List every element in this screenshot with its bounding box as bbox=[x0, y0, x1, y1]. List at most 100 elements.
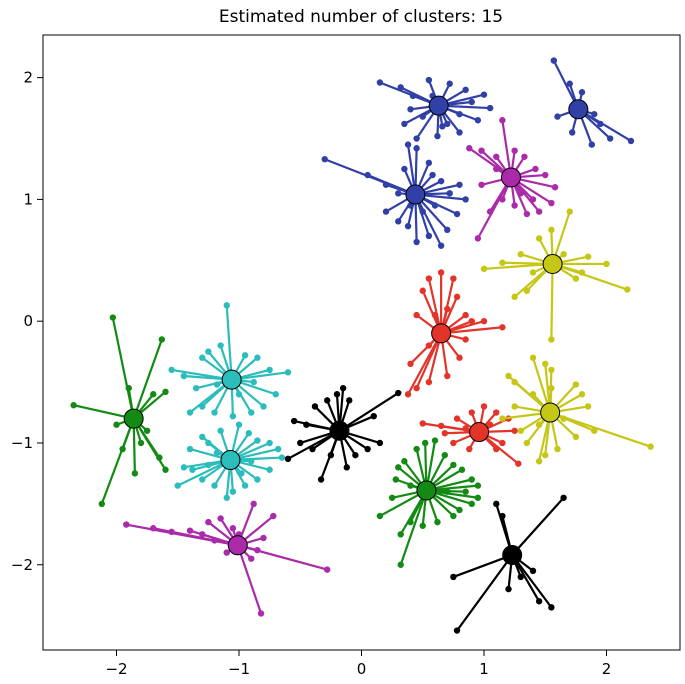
data-point bbox=[478, 147, 485, 154]
data-point bbox=[486, 104, 494, 112]
cluster-13 bbox=[376, 437, 482, 568]
cluster-center bbox=[540, 402, 561, 423]
data-point bbox=[624, 286, 631, 293]
data-point bbox=[627, 137, 635, 145]
data-point bbox=[174, 482, 181, 489]
data-point bbox=[480, 91, 488, 98]
cluster-4 bbox=[466, 117, 559, 242]
data-point bbox=[523, 210, 531, 218]
data-point bbox=[70, 402, 77, 409]
cluster-3 bbox=[321, 141, 469, 249]
data-point bbox=[456, 354, 463, 361]
x-tick-label: 0 bbox=[357, 660, 367, 678]
data-point bbox=[150, 525, 157, 532]
cluster-6 bbox=[404, 269, 506, 398]
data-point bbox=[548, 384, 555, 392]
data-point bbox=[554, 113, 561, 120]
data-point bbox=[324, 566, 331, 573]
data-point bbox=[535, 598, 543, 605]
x-tick-label: 1 bbox=[479, 660, 489, 678]
data-point bbox=[205, 461, 212, 469]
cluster-center bbox=[469, 422, 490, 443]
data-point bbox=[493, 153, 500, 160]
data-point bbox=[584, 403, 592, 410]
data-point bbox=[205, 518, 212, 526]
data-point bbox=[266, 466, 273, 473]
data-point bbox=[578, 89, 586, 96]
data-point bbox=[517, 251, 524, 258]
cluster-spoke bbox=[407, 332, 443, 395]
data-point bbox=[499, 259, 506, 266]
data-point bbox=[505, 585, 512, 593]
data-point bbox=[566, 208, 573, 215]
data-point bbox=[453, 293, 461, 301]
data-point bbox=[550, 57, 558, 64]
cluster-spoke bbox=[100, 418, 135, 505]
data-point bbox=[529, 354, 537, 361]
data-point bbox=[180, 372, 188, 380]
data-point bbox=[466, 445, 473, 453]
data-point bbox=[453, 210, 461, 218]
data-point bbox=[192, 384, 200, 392]
data-point bbox=[168, 528, 175, 536]
data-point bbox=[395, 389, 402, 397]
data-point bbox=[223, 549, 230, 556]
cluster-spoke bbox=[399, 490, 428, 566]
data-point bbox=[143, 427, 151, 434]
x-axis: −2 −1 0 1 2 bbox=[105, 650, 611, 678]
data-point bbox=[137, 439, 145, 447]
data-point bbox=[437, 422, 445, 430]
y-tick-label: 1 bbox=[23, 190, 33, 208]
data-point bbox=[413, 311, 420, 319]
data-point bbox=[588, 141, 595, 148]
data-point bbox=[229, 412, 237, 420]
data-point bbox=[150, 391, 157, 398]
data-point bbox=[189, 466, 196, 473]
data-point bbox=[217, 515, 224, 522]
cluster-15 bbox=[450, 494, 567, 634]
data-point bbox=[245, 430, 252, 437]
cluster-14 bbox=[123, 500, 331, 617]
data-point bbox=[425, 378, 433, 386]
data-point bbox=[462, 488, 469, 495]
data-point bbox=[180, 464, 188, 471]
data-point bbox=[211, 537, 218, 544]
data-point bbox=[199, 354, 206, 361]
data-point bbox=[284, 369, 292, 376]
data-point bbox=[499, 324, 506, 331]
data-point bbox=[162, 388, 169, 396]
data-point bbox=[413, 135, 420, 142]
data-point bbox=[517, 427, 524, 434]
data-point bbox=[450, 512, 457, 520]
data-point bbox=[395, 218, 402, 225]
data-point bbox=[548, 604, 555, 611]
data-point bbox=[254, 546, 261, 554]
data-point bbox=[529, 567, 537, 575]
data-point bbox=[131, 470, 139, 477]
cluster-spoke bbox=[237, 544, 328, 571]
data-point bbox=[211, 409, 218, 416]
data-point bbox=[235, 421, 243, 428]
data-point bbox=[321, 156, 328, 163]
data-point bbox=[327, 451, 335, 459]
x-tick-label: −2 bbox=[105, 660, 127, 678]
data-point bbox=[217, 427, 224, 434]
data-point bbox=[401, 165, 408, 173]
data-point bbox=[409, 92, 417, 100]
data-point bbox=[462, 311, 469, 319]
cluster-center bbox=[227, 535, 248, 556]
data-point bbox=[254, 437, 261, 444]
cluster-spoke bbox=[511, 554, 553, 609]
data-point bbox=[499, 415, 506, 422]
data-point bbox=[333, 391, 341, 398]
data-point bbox=[211, 482, 218, 489]
data-point bbox=[352, 451, 359, 459]
data-point bbox=[566, 80, 573, 87]
data-point bbox=[446, 190, 453, 197]
data-point bbox=[578, 269, 586, 276]
data-point bbox=[186, 409, 194, 416]
data-point bbox=[186, 445, 194, 453]
cluster-12 bbox=[284, 384, 402, 483]
data-point bbox=[535, 458, 543, 465]
data-point bbox=[235, 391, 243, 398]
